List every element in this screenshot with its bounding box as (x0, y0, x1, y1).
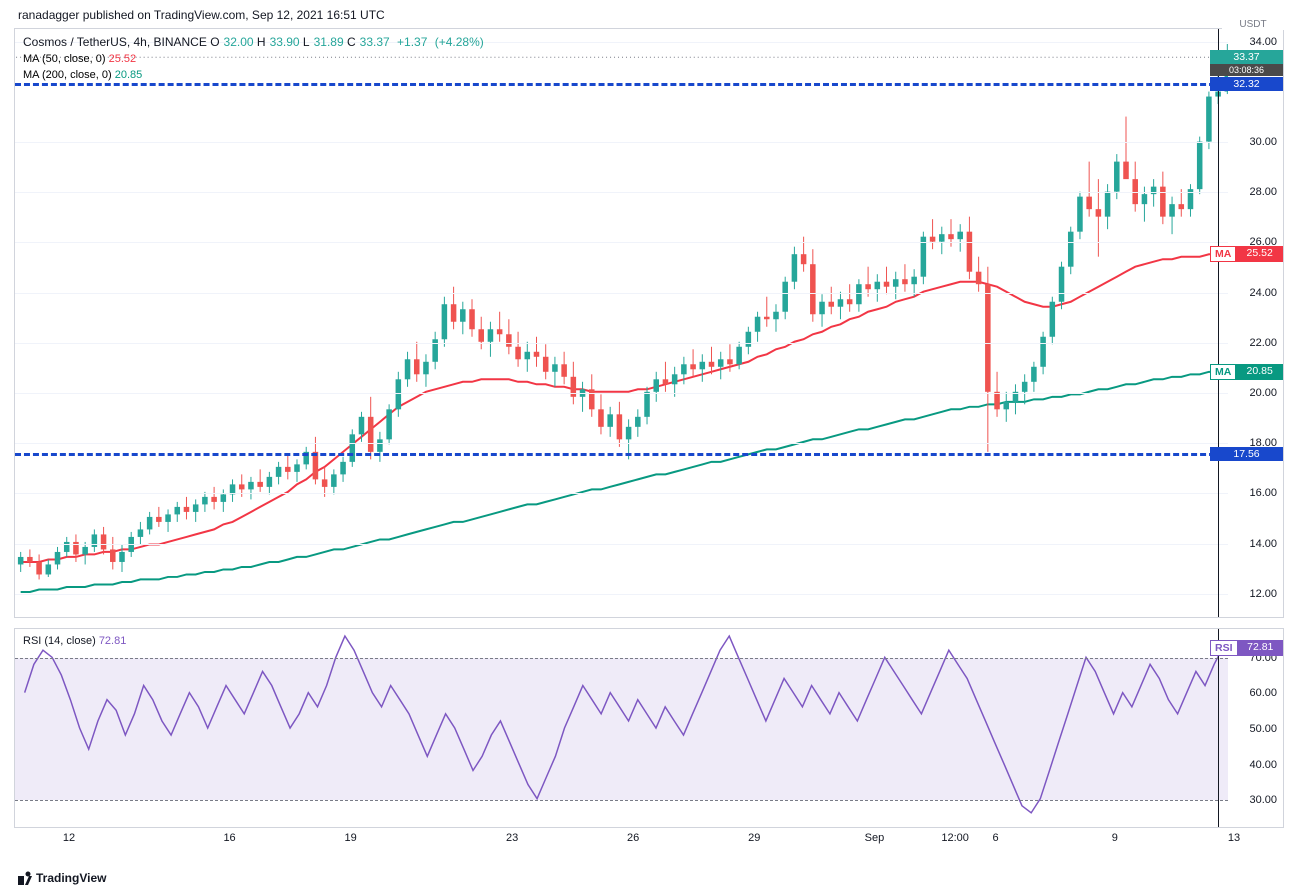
price-tick: 20.00 (1249, 387, 1277, 399)
time-tick: 12:00 (941, 832, 969, 844)
grid-line (15, 393, 1233, 394)
time-tick: 13 (1228, 832, 1240, 844)
grid-line (15, 242, 1233, 243)
grid-line (15, 544, 1233, 545)
ma50-info: MA (50, close, 0) 25.52 (23, 53, 136, 65)
horizontal-line[interactable] (15, 453, 1233, 456)
time-tick: 29 (748, 832, 760, 844)
price-unit: USDT (1222, 19, 1284, 30)
countdown-badge: 03:08:36 (1210, 64, 1283, 76)
rsi-tick: 30.00 (1249, 794, 1277, 806)
time-axis[interactable]: 121619232629Sep12:006913 (14, 832, 1234, 854)
price-tick: 12.00 (1249, 588, 1277, 600)
grid-line (15, 443, 1233, 444)
publish-header: ranadagger published on TradingView.com,… (18, 8, 385, 22)
price-tick: 28.00 (1249, 186, 1277, 198)
hline-badge: 32.32 (1210, 77, 1283, 91)
price-axis[interactable]: USDT 34.0030.0028.0026.0024.0022.0020.00… (1228, 28, 1284, 618)
grid-line (15, 594, 1233, 595)
tv-logo-icon (18, 871, 32, 885)
price-svg (15, 29, 1233, 617)
current-time-line (1218, 629, 1219, 827)
grid-line (15, 192, 1233, 193)
time-tick: Sep (865, 832, 885, 844)
price-tick: 16.00 (1249, 487, 1277, 499)
price-tick: 34.00 (1249, 36, 1277, 48)
rsi-band-line (15, 800, 1233, 801)
rsi-chart[interactable]: RSI (14, close) 72.81 (14, 628, 1234, 828)
price-chart[interactable]: Cosmos / TetherUS, 4h, BINANCE O32.00 H3… (14, 28, 1234, 618)
rsi-tick: 50.00 (1249, 723, 1277, 735)
price-tick: 14.00 (1249, 538, 1277, 550)
time-tick: 6 (992, 832, 998, 844)
ma-badge: MA25.52 (1210, 246, 1283, 262)
price-tick: 22.00 (1249, 337, 1277, 349)
price-tick: 24.00 (1249, 287, 1277, 299)
rsi-value-badge: RSI72.81 (1210, 640, 1283, 656)
tradingview-logo: TradingView (18, 871, 106, 885)
time-tick: 16 (223, 832, 235, 844)
grid-line (15, 293, 1233, 294)
time-tick: 26 (627, 832, 639, 844)
hline-badge: 17.56 (1210, 447, 1283, 461)
ohlc-values: O32.00 H33.90 L31.89 C33.37 +1.37 (+4.28… (210, 35, 484, 49)
chart-container: ranadagger published on TradingView.com,… (0, 0, 1295, 893)
current-time-line (1218, 29, 1219, 617)
price-tick: 30.00 (1249, 136, 1277, 148)
grid-line (15, 493, 1233, 494)
rsi-band (15, 658, 1233, 801)
current-price-badge: 33.37 (1210, 50, 1283, 64)
grid-line (15, 343, 1233, 344)
time-tick: 9 (1112, 832, 1118, 844)
time-tick: 19 (345, 832, 357, 844)
ma-badge: MA20.85 (1210, 364, 1283, 380)
ma200-info: MA (200, close, 0) 20.85 (23, 69, 142, 81)
grid-line (15, 142, 1233, 143)
rsi-tick: 60.00 (1249, 687, 1277, 699)
time-tick: 23 (506, 832, 518, 844)
time-tick: 12 (63, 832, 75, 844)
rsi-axis[interactable]: 70.0060.0050.0040.0030.00RSI72.81 (1228, 628, 1284, 828)
rsi-band-line (15, 658, 1233, 659)
symbol-info: Cosmos / TetherUS, 4h, BINANCE O32.00 H3… (23, 35, 484, 49)
rsi-info: RSI (14, close) 72.81 (23, 635, 126, 647)
pair-label: Cosmos / TetherUS, 4h, BINANCE (23, 35, 207, 49)
horizontal-line[interactable] (15, 83, 1233, 86)
rsi-tick: 40.00 (1249, 759, 1277, 771)
